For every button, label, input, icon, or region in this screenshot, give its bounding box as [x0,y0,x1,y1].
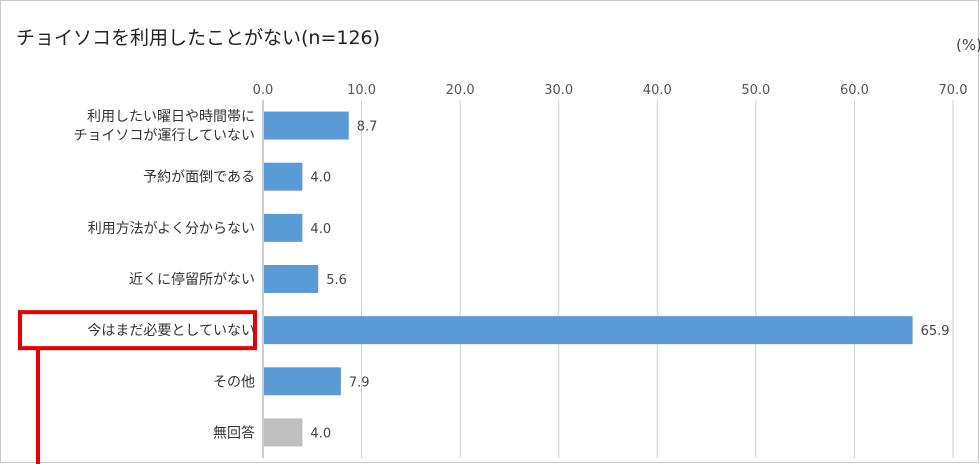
category-label: 利用方法がよく分からない [88,221,255,237]
category-label: 利用したい曜日や時間帯に [87,109,255,125]
x-tick-label: 20.0 [446,83,475,98]
data-label: 5.6 [326,273,347,288]
x-tick-label: 60.0 [840,83,869,98]
x-tick-label: 10.0 [347,83,376,98]
highlight-box [18,310,257,351]
bar [264,162,303,191]
data-label: 4.0 [310,426,331,441]
category-label: 予約が面倒である [143,170,255,186]
category-label: その他 [213,374,255,390]
bar [264,418,303,447]
category-label: 今はまだ必要としていない [87,323,255,339]
x-tick-label: 0.0 [253,83,274,98]
data-label: 8.7 [357,120,378,135]
x-tick-label: 30.0 [544,83,573,98]
data-label: 65.9 [921,324,950,339]
x-tick-label: 40.0 [643,83,672,98]
bar [264,367,341,396]
x-tick-label: 70.0 [939,83,968,98]
plot-area: 0.0 10.0 20.0 30.0 40.0 50.0 60.0 70.0 8.7 利用したい曜… [18,83,968,464]
data-label: 4.0 [310,171,331,186]
category-label: 近くに停留所がない [129,271,255,288]
bar [264,316,913,345]
x-tick-label: 50.0 [741,83,770,98]
category-label: 無回答 [213,424,255,441]
bar [264,265,319,293]
chart-title: チョイソコを利用したことがない(n=126) [16,27,380,49]
category-label: チョイソコが運行していない [73,128,255,144]
bar [264,111,349,140]
data-label: 4.0 [310,222,331,237]
bar [264,213,303,242]
unit-label: (%) [956,36,980,54]
data-label: 7.9 [349,375,370,390]
